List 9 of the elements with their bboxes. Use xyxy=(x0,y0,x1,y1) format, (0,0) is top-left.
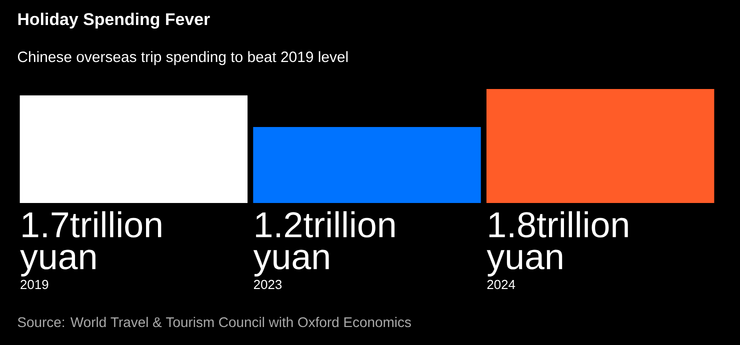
data-label: 1.7trillion yuan xyxy=(20,211,162,277)
chart-title: Holiday Spending Fever xyxy=(18,12,210,29)
data-label: 1.2trillion yuan xyxy=(253,211,394,277)
x-tick-label: 2023 xyxy=(254,280,282,290)
data-label: 1.8trillion yuan xyxy=(486,211,628,277)
x-tick-label: 2024 xyxy=(487,280,516,290)
source-note: Source: World Travel & Tourism Council with Oxford Economics xyxy=(18,316,411,328)
x-tick-label: 2019 xyxy=(20,280,48,290)
chart-subtitle: Chinese overseas trip spending to beat 2019 level xyxy=(18,51,348,66)
